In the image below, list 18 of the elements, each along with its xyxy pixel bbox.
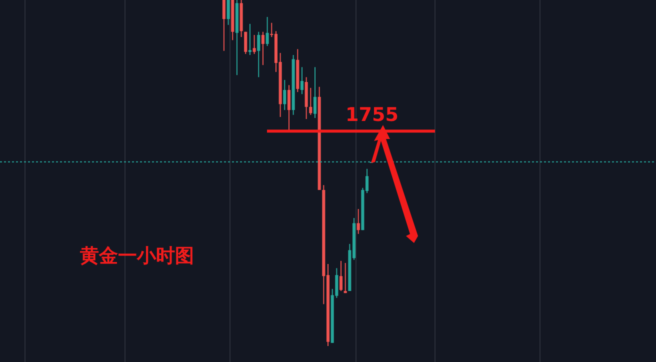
candlestick — [248, 23, 252, 56]
candlestick — [252, 34, 256, 54]
candlestick — [266, 16, 269, 47]
candlestick — [244, 31, 248, 54]
candlestick — [309, 87, 312, 116]
candlestick — [257, 31, 260, 78]
annotation: 1755 — [346, 104, 398, 126]
candlestick — [287, 84, 290, 131]
candlestick — [313, 66, 317, 118]
candlestick — [344, 262, 347, 294]
candlestick — [283, 79, 286, 111]
candlestick — [339, 260, 343, 292]
candlestick — [300, 66, 304, 95]
candlestick — [226, 0, 230, 26]
annotation: 黄金一小时图 — [79, 245, 194, 267]
candlestick — [222, 0, 226, 52]
candlestick — [261, 31, 264, 66]
candlestick — [356, 208, 360, 234]
